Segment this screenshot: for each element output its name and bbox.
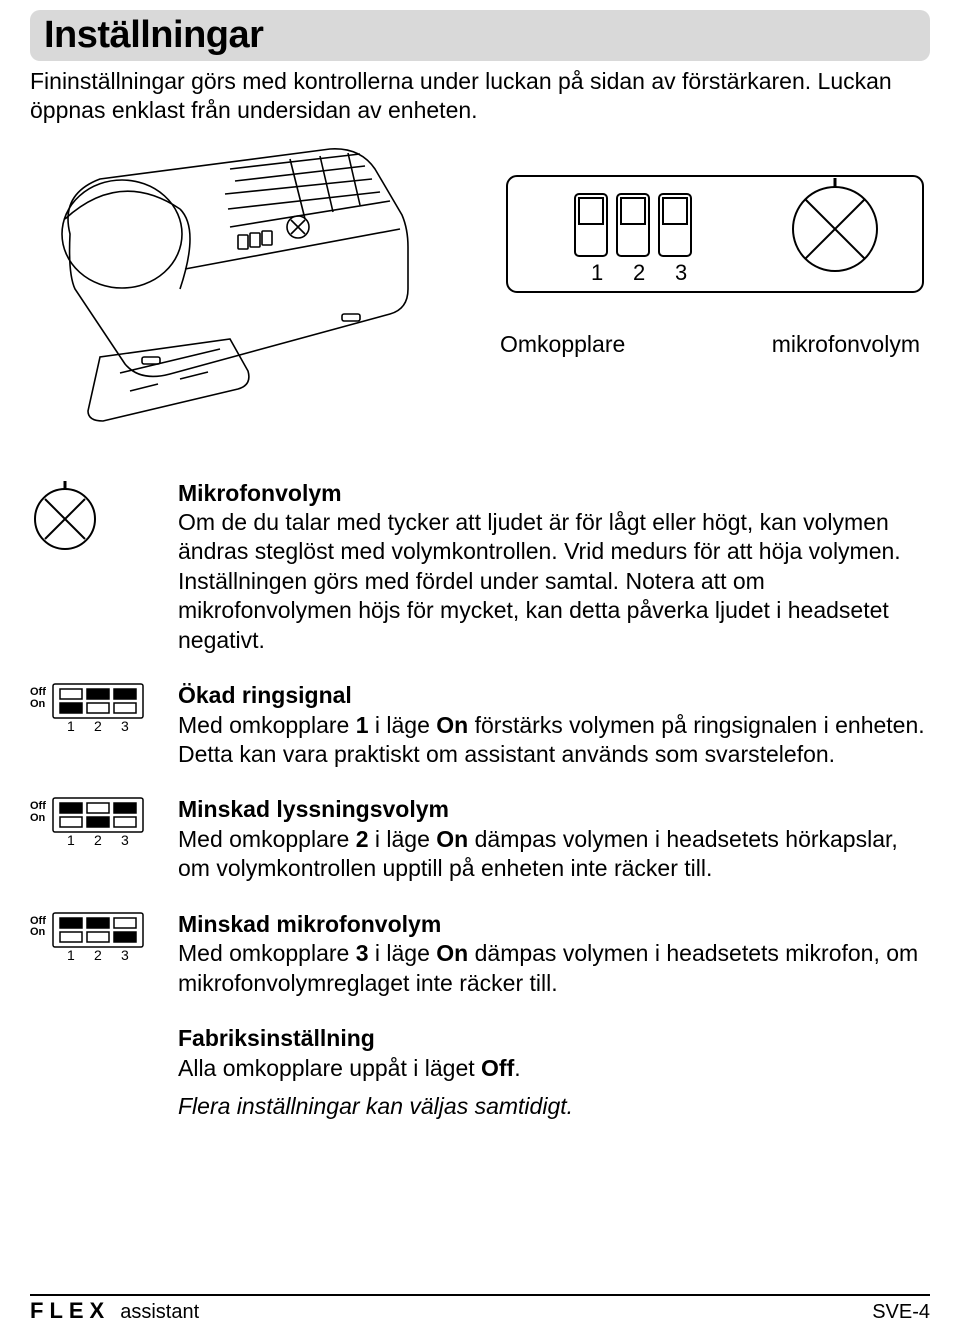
svg-text:3: 3	[121, 832, 129, 847]
device-illustration	[30, 139, 460, 439]
body-listen: Med omkopplare 2 i läge On dämpas volyme…	[178, 826, 898, 881]
intro-text: Fininställningar görs med kontrollerna u…	[30, 67, 930, 125]
dip-offon-labels: OffOn	[30, 801, 46, 824]
section-ring: OffOn 1 2 3	[30, 681, 930, 769]
svg-text:1: 1	[67, 947, 75, 962]
top-diagram: 1 2 3 Omkopplare mikrofonvolym	[30, 139, 930, 439]
body-ring: Med omkopplare 1 i läge On förstärks vol…	[178, 712, 925, 767]
svg-text:2: 2	[94, 832, 102, 847]
body-mikrofonvolym: Om de du talar med tycker att ljudet är …	[178, 509, 901, 653]
switch-num-1: 1	[591, 260, 603, 285]
heading-ring: Ökad ringsignal	[178, 681, 930, 710]
dial-icon	[30, 481, 100, 551]
page-code: SVE-4	[872, 1301, 930, 1324]
svg-text:3: 3	[121, 718, 129, 733]
switch-num-2: 2	[633, 260, 645, 285]
switch-num-3: 3	[675, 260, 687, 285]
note-factory: Flera inställningar kan väljas samtidigt…	[178, 1092, 930, 1122]
brand-product: assistant	[120, 1301, 199, 1324]
body-micdown: Med omkopplare 3 i läge On dämpas volyme…	[178, 940, 918, 995]
dip-switch-icon-2: 1 2 3	[52, 797, 144, 847]
heading-factory: Fabriksinställning	[178, 1024, 930, 1054]
panel-label-omkopplare: Omkopplare	[500, 331, 625, 358]
svg-text:2: 2	[94, 947, 102, 962]
svg-text:2: 2	[94, 718, 102, 733]
dip-switch-icon-3: 1 2 3	[52, 912, 144, 962]
dip-offon-labels: OffOn	[30, 687, 46, 710]
control-panel-closeup: 1 2 3	[505, 174, 925, 324]
heading-micdown: Minskad mikrofonvolym	[178, 910, 930, 939]
svg-text:1: 1	[67, 718, 75, 733]
page-title: Inställningar	[44, 14, 916, 57]
heading-listen: Minskad lyssningsvolym	[178, 795, 930, 824]
brand-logo: FLEX	[30, 1298, 110, 1324]
svg-text:1: 1	[67, 832, 75, 847]
heading-mikrofonvolym: Mikrofonvolym	[178, 479, 930, 508]
dip-switch-icon-1: 1 2 3	[52, 683, 144, 733]
panel-label-mikrofonvolym: mikrofonvolym	[772, 331, 920, 358]
title-banner: Inställningar	[30, 10, 930, 61]
section-factory: Fabriksinställning Alla omkopplare uppåt…	[178, 1024, 930, 1122]
dip-offon-labels: OffOn	[30, 916, 46, 939]
page-footer: FLEX assistant SVE-4	[30, 1294, 930, 1324]
section-micdown: OffOn 1 2 3 Minskad mikrofonvolym	[30, 910, 930, 998]
body-factory: Alla omkopplare uppåt i läget Off.	[178, 1055, 521, 1081]
section-mikrofonvolym: Mikrofonvolym Om de du talar med tycker …	[30, 479, 930, 656]
section-listen: OffOn 1 2 3 Minskad lyssningsvolym	[30, 795, 930, 883]
svg-text:3: 3	[121, 947, 129, 962]
